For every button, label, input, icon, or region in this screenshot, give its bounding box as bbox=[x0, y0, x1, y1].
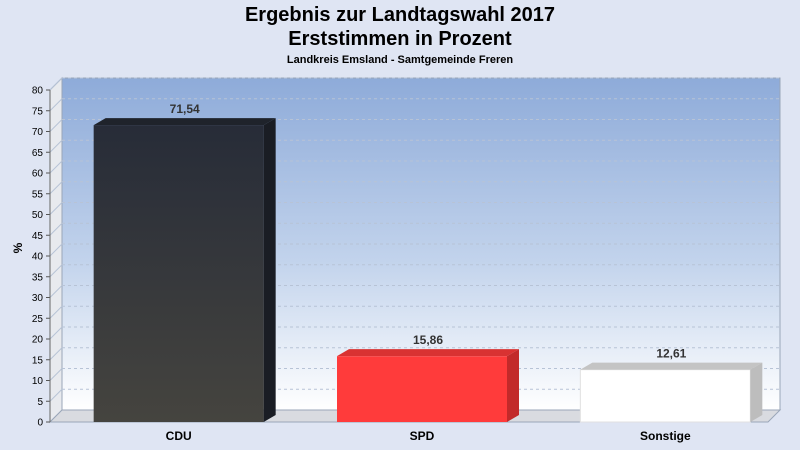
grid-line-side bbox=[49, 305, 63, 319]
y-tick-label: 5 bbox=[37, 397, 43, 408]
grid-line-side bbox=[49, 160, 63, 174]
grid-line-side bbox=[49, 347, 63, 361]
data-label-sonstige: 12,61 bbox=[656, 347, 686, 361]
data-label-cdu: 71,54 bbox=[170, 102, 200, 116]
chart-caption: Landkreis Emsland - Samtgemeinde Freren bbox=[286, 54, 514, 66]
chart-title: Ergebnis zur Landtagswahl 2017 bbox=[244, 4, 556, 26]
bar-top bbox=[580, 362, 763, 370]
y-tick-label: 55 bbox=[32, 189, 44, 200]
data-label-spd: 15,86 bbox=[413, 333, 443, 347]
y-tick-label: 80 bbox=[32, 86, 44, 97]
y-tick-label: 70 bbox=[32, 127, 44, 138]
bar-front bbox=[93, 125, 264, 422]
y-tick-label: 20 bbox=[32, 335, 44, 346]
grid-line-side bbox=[49, 243, 63, 257]
grid-line-side bbox=[49, 326, 63, 340]
y-axis-label: % bbox=[11, 242, 25, 253]
grid-line-side bbox=[49, 77, 63, 91]
grid-line-side bbox=[49, 222, 63, 236]
y-tick-label: 50 bbox=[32, 210, 44, 221]
bar-spd bbox=[337, 349, 519, 422]
y-tick-label: 15 bbox=[32, 355, 44, 366]
x-tick-label-spd: SPD bbox=[410, 429, 435, 443]
y-tick-label: 60 bbox=[32, 169, 44, 180]
bar-cdu bbox=[93, 118, 276, 422]
grid-line-side bbox=[49, 181, 63, 195]
bar-front bbox=[337, 356, 507, 422]
bar-side bbox=[263, 118, 276, 422]
bar-top bbox=[93, 118, 276, 126]
grid-line-side bbox=[49, 264, 63, 278]
y-tick-label: 0 bbox=[37, 418, 43, 429]
grid-line-side bbox=[49, 98, 63, 112]
bar-side bbox=[507, 349, 519, 422]
x-tick-label-cdu: CDU bbox=[166, 429, 192, 443]
bar-sonstige bbox=[579, 362, 763, 423]
y-tick-label: 35 bbox=[32, 272, 44, 283]
grid-line-side bbox=[49, 202, 63, 215]
y-tick-label: 65 bbox=[32, 148, 44, 159]
grid-line-side bbox=[49, 368, 63, 381]
y-tick-label: 30 bbox=[32, 293, 44, 304]
y-tick-label: 75 bbox=[32, 106, 44, 117]
y-tick-label: 10 bbox=[32, 376, 44, 387]
y-tick-label: 45 bbox=[32, 231, 44, 242]
grid-line-side bbox=[49, 139, 63, 153]
chart-subtitle: Erststimmen in Prozent bbox=[288, 28, 512, 50]
grid-line-side bbox=[49, 119, 63, 132]
y-tick-label: 25 bbox=[32, 314, 44, 325]
grid-line-side bbox=[49, 388, 63, 402]
chart-marks: 71,54 CDU 15,86 SPD 12,61 Sonstige bbox=[93, 102, 763, 443]
bar-top bbox=[337, 349, 519, 357]
bar-front bbox=[579, 369, 751, 423]
x-tick-label-sonstige: Sonstige bbox=[640, 429, 691, 443]
y-tick-label: 40 bbox=[32, 252, 44, 263]
grid-line-side bbox=[49, 285, 63, 298]
bar-side bbox=[750, 362, 763, 422]
